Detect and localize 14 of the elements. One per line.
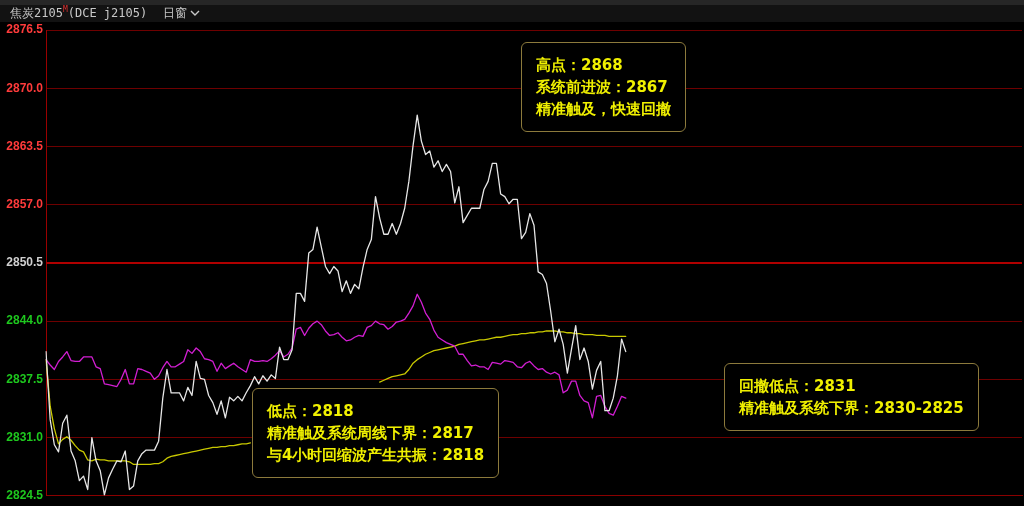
y-tick-label: 2831.0	[6, 429, 44, 444]
y-tick-label: 2850.5	[6, 255, 44, 270]
annotation: 高点：2868 系统前进波：2867 精准触及，快速回撤	[536, 55, 671, 120]
annotation: 低点：2818 精准触及系统周线下界：2817 与4小时回缩波产生共振：2818	[267, 401, 485, 466]
y-tick-label: 2876.5	[6, 22, 44, 37]
y-tick-label: 2870.0	[6, 80, 44, 95]
y-tick-label: 2857.0	[6, 196, 44, 211]
annotation: 回撤低点：2831 精准触及系统下界：2830-2825	[739, 376, 964, 419]
y-tick-label: 2837.5	[6, 371, 44, 386]
y-tick-label: 2863.5	[6, 138, 44, 153]
y-tick-label: 2824.5	[6, 488, 44, 503]
chart-title: 焦炭2105$^{M}$(DCE j2105)	[10, 5, 148, 21]
y-tick-label: 2844.0	[6, 313, 44, 328]
chart-subtitle: 日窗	[163, 6, 188, 21]
